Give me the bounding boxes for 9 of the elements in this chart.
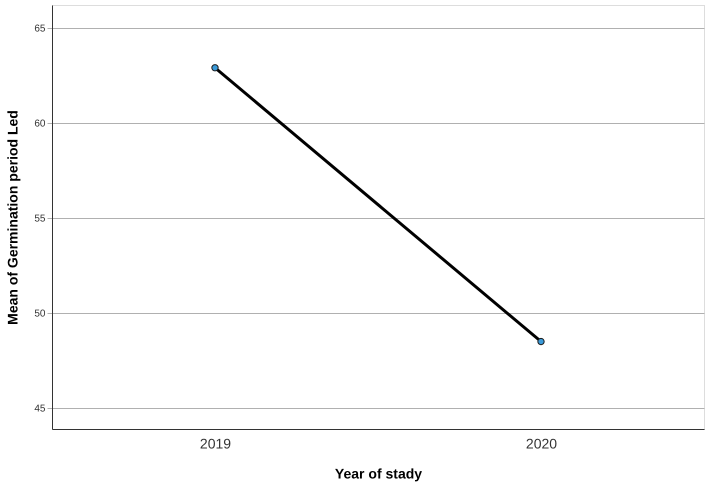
y-axis-title: Mean of Germination period Led bbox=[4, 110, 20, 325]
x-axis-title: Year of stady bbox=[334, 466, 422, 482]
y-tick-label: 50 bbox=[34, 308, 46, 320]
x-tick-label: 2019 bbox=[200, 436, 232, 452]
x-tick-label: 2020 bbox=[526, 436, 558, 452]
y-tick-label: 60 bbox=[34, 118, 46, 130]
y-tick-label: 45 bbox=[34, 404, 46, 415]
y-tick-label: 65 bbox=[34, 23, 46, 34]
y-tick-label: 55 bbox=[34, 213, 46, 224]
